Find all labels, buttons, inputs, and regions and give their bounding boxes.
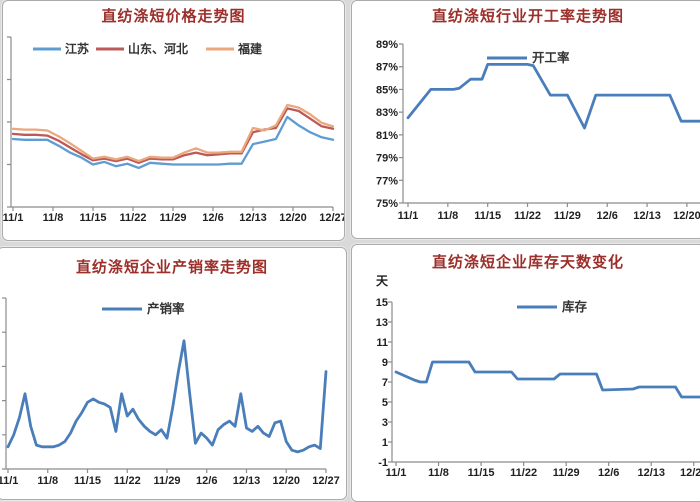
- x-tick-label: 11/22: [514, 210, 541, 222]
- y-axis-unit-label: 天: [376, 274, 389, 288]
- x-tick-label: 11/15: [468, 467, 495, 479]
- inventory-chart-canvas: 15 13 11 9 7 5 3 1 -1 天 11/1 11/8 11/15 11/22 11/29 12/…: [376, 274, 700, 479]
- x-tick-label: 11/8: [37, 475, 58, 487]
- inventory-chart-title: 直纺涤短企业库存天数变化: [431, 254, 624, 271]
- x-tick-label: 12/6: [598, 467, 619, 479]
- y-tick-label: 89%: [376, 39, 398, 51]
- y-tick-label: 83%: [376, 107, 398, 119]
- x-tick-label: 12/13: [633, 210, 661, 222]
- sales-rate-chart-panel: 直纺涤短企业产销率走势图 11/1 11/8 11/15 11/22 11/29 12/6…: [0, 247, 347, 500]
- y-tick-label: 9: [382, 357, 388, 369]
- y-tick-label: 7: [382, 377, 388, 389]
- x-tick-label: 11/22: [120, 212, 147, 224]
- x-tick-label: 11/22: [114, 475, 141, 487]
- y-tick-label: 77%: [376, 175, 398, 187]
- y-tick-label: 5: [382, 397, 388, 409]
- y-tick-label: -1: [378, 457, 388, 469]
- y-tick-label: 79%: [376, 153, 398, 165]
- x-tick-label: 12/13: [637, 467, 665, 479]
- x-tick-label: 12/6: [202, 212, 223, 224]
- operating-rate-chart-panel: 直纺涤短行业开工率走势图 89% 87% 85% 83% 81% 79% 77% 75% 11/…: [351, 0, 700, 239]
- y-tick-label: 85%: [376, 84, 398, 96]
- price-chart-panel: 直纺涤短价格走势图 11/1 11/8 11/15 11/22 11/29 12/6 12/…: [2, 0, 345, 241]
- sales-rate-chart-title: 直纺涤短企业产销率走势图: [75, 259, 268, 276]
- x-tick-label: 12/27: [312, 475, 340, 487]
- y-tick-label: 3: [382, 417, 388, 429]
- x-tick-label: 11/15: [74, 475, 101, 487]
- operating-rate-chart-canvas: 89% 87% 85% 83% 81% 79% 77% 75%11/1 11/8 11/15 11/…: [376, 39, 700, 222]
- series-line-开工率: [406, 63, 700, 130]
- x-tick-label: 12/20: [673, 210, 700, 222]
- y-tick-label: 81%: [376, 130, 398, 142]
- x-tick-label: 12/20: [680, 467, 700, 479]
- x-tick-label: 11/29: [160, 212, 187, 224]
- x-tick-label: 11/1: [398, 210, 419, 222]
- x-tick-label: 12/6: [196, 475, 217, 487]
- y-tick-label: 87%: [376, 62, 398, 74]
- legend-label: 产销率: [147, 301, 185, 316]
- inventory-chart-panel: 直纺涤短企业库存天数变化 15 13 11 9 7 5 3 1 -1 天 11/1 11/8 11/15…: [351, 244, 700, 502]
- x-tick-label: 12/13: [233, 475, 261, 487]
- x-tick-label: 11/1: [0, 475, 18, 487]
- series-line-产销率: [6, 339, 328, 454]
- legend-label: 开工率: [532, 50, 570, 65]
- x-tick-label: 11/22: [510, 467, 537, 479]
- legend-label: 江苏: [65, 41, 89, 56]
- y-tick-label: 13: [376, 317, 388, 329]
- x-tick-label: 11/29: [154, 475, 181, 487]
- x-tick-label: 11/15: [474, 210, 501, 222]
- price-chart-canvas: 11/1 11/8 11/15 11/22 11/29 12/6 12/13 12/20 12/…: [3, 36, 344, 224]
- legend-label: 库存: [562, 299, 588, 314]
- series-line-江苏: [11, 115, 335, 170]
- x-tick-label: 11/8: [437, 210, 458, 222]
- operating-rate-chart-title: 直纺涤短行业开工率走势图: [431, 8, 624, 25]
- legend-label: 山东、河北: [128, 41, 188, 56]
- x-tick-label: 11/29: [554, 210, 581, 222]
- sales-rate-chart-canvas: 11/1 11/8 11/15 11/22 11/29 12/6 12/13 12/20 12/…: [0, 297, 340, 487]
- series-line-山东、河北: [11, 107, 335, 164]
- x-tick-label: 11/1: [386, 467, 407, 479]
- y-tick-label: 11: [376, 337, 388, 349]
- series-line-库存: [394, 360, 700, 399]
- x-tick-label: 11/1: [3, 212, 23, 224]
- x-tick-label: 11/29: [553, 467, 580, 479]
- x-tick-label: 11/8: [43, 212, 64, 224]
- y-tick-label: 15: [376, 297, 388, 309]
- series-line-福建: [11, 103, 335, 163]
- x-tick-label: 12/27: [319, 212, 344, 224]
- x-tick-label: 12/20: [272, 475, 300, 487]
- x-tick-label: 12/6: [597, 210, 618, 222]
- x-tick-label: 12/13: [239, 212, 267, 224]
- x-tick-label: 12/20: [279, 212, 307, 224]
- legend-label: 福建: [237, 41, 263, 56]
- x-tick-label: 11/15: [80, 212, 107, 224]
- y-tick-label: 75%: [376, 198, 398, 210]
- x-tick-label: 11/8: [428, 467, 449, 479]
- y-tick-label: 1: [382, 437, 388, 449]
- price-chart-title: 直纺涤短价格走势图: [101, 8, 246, 25]
